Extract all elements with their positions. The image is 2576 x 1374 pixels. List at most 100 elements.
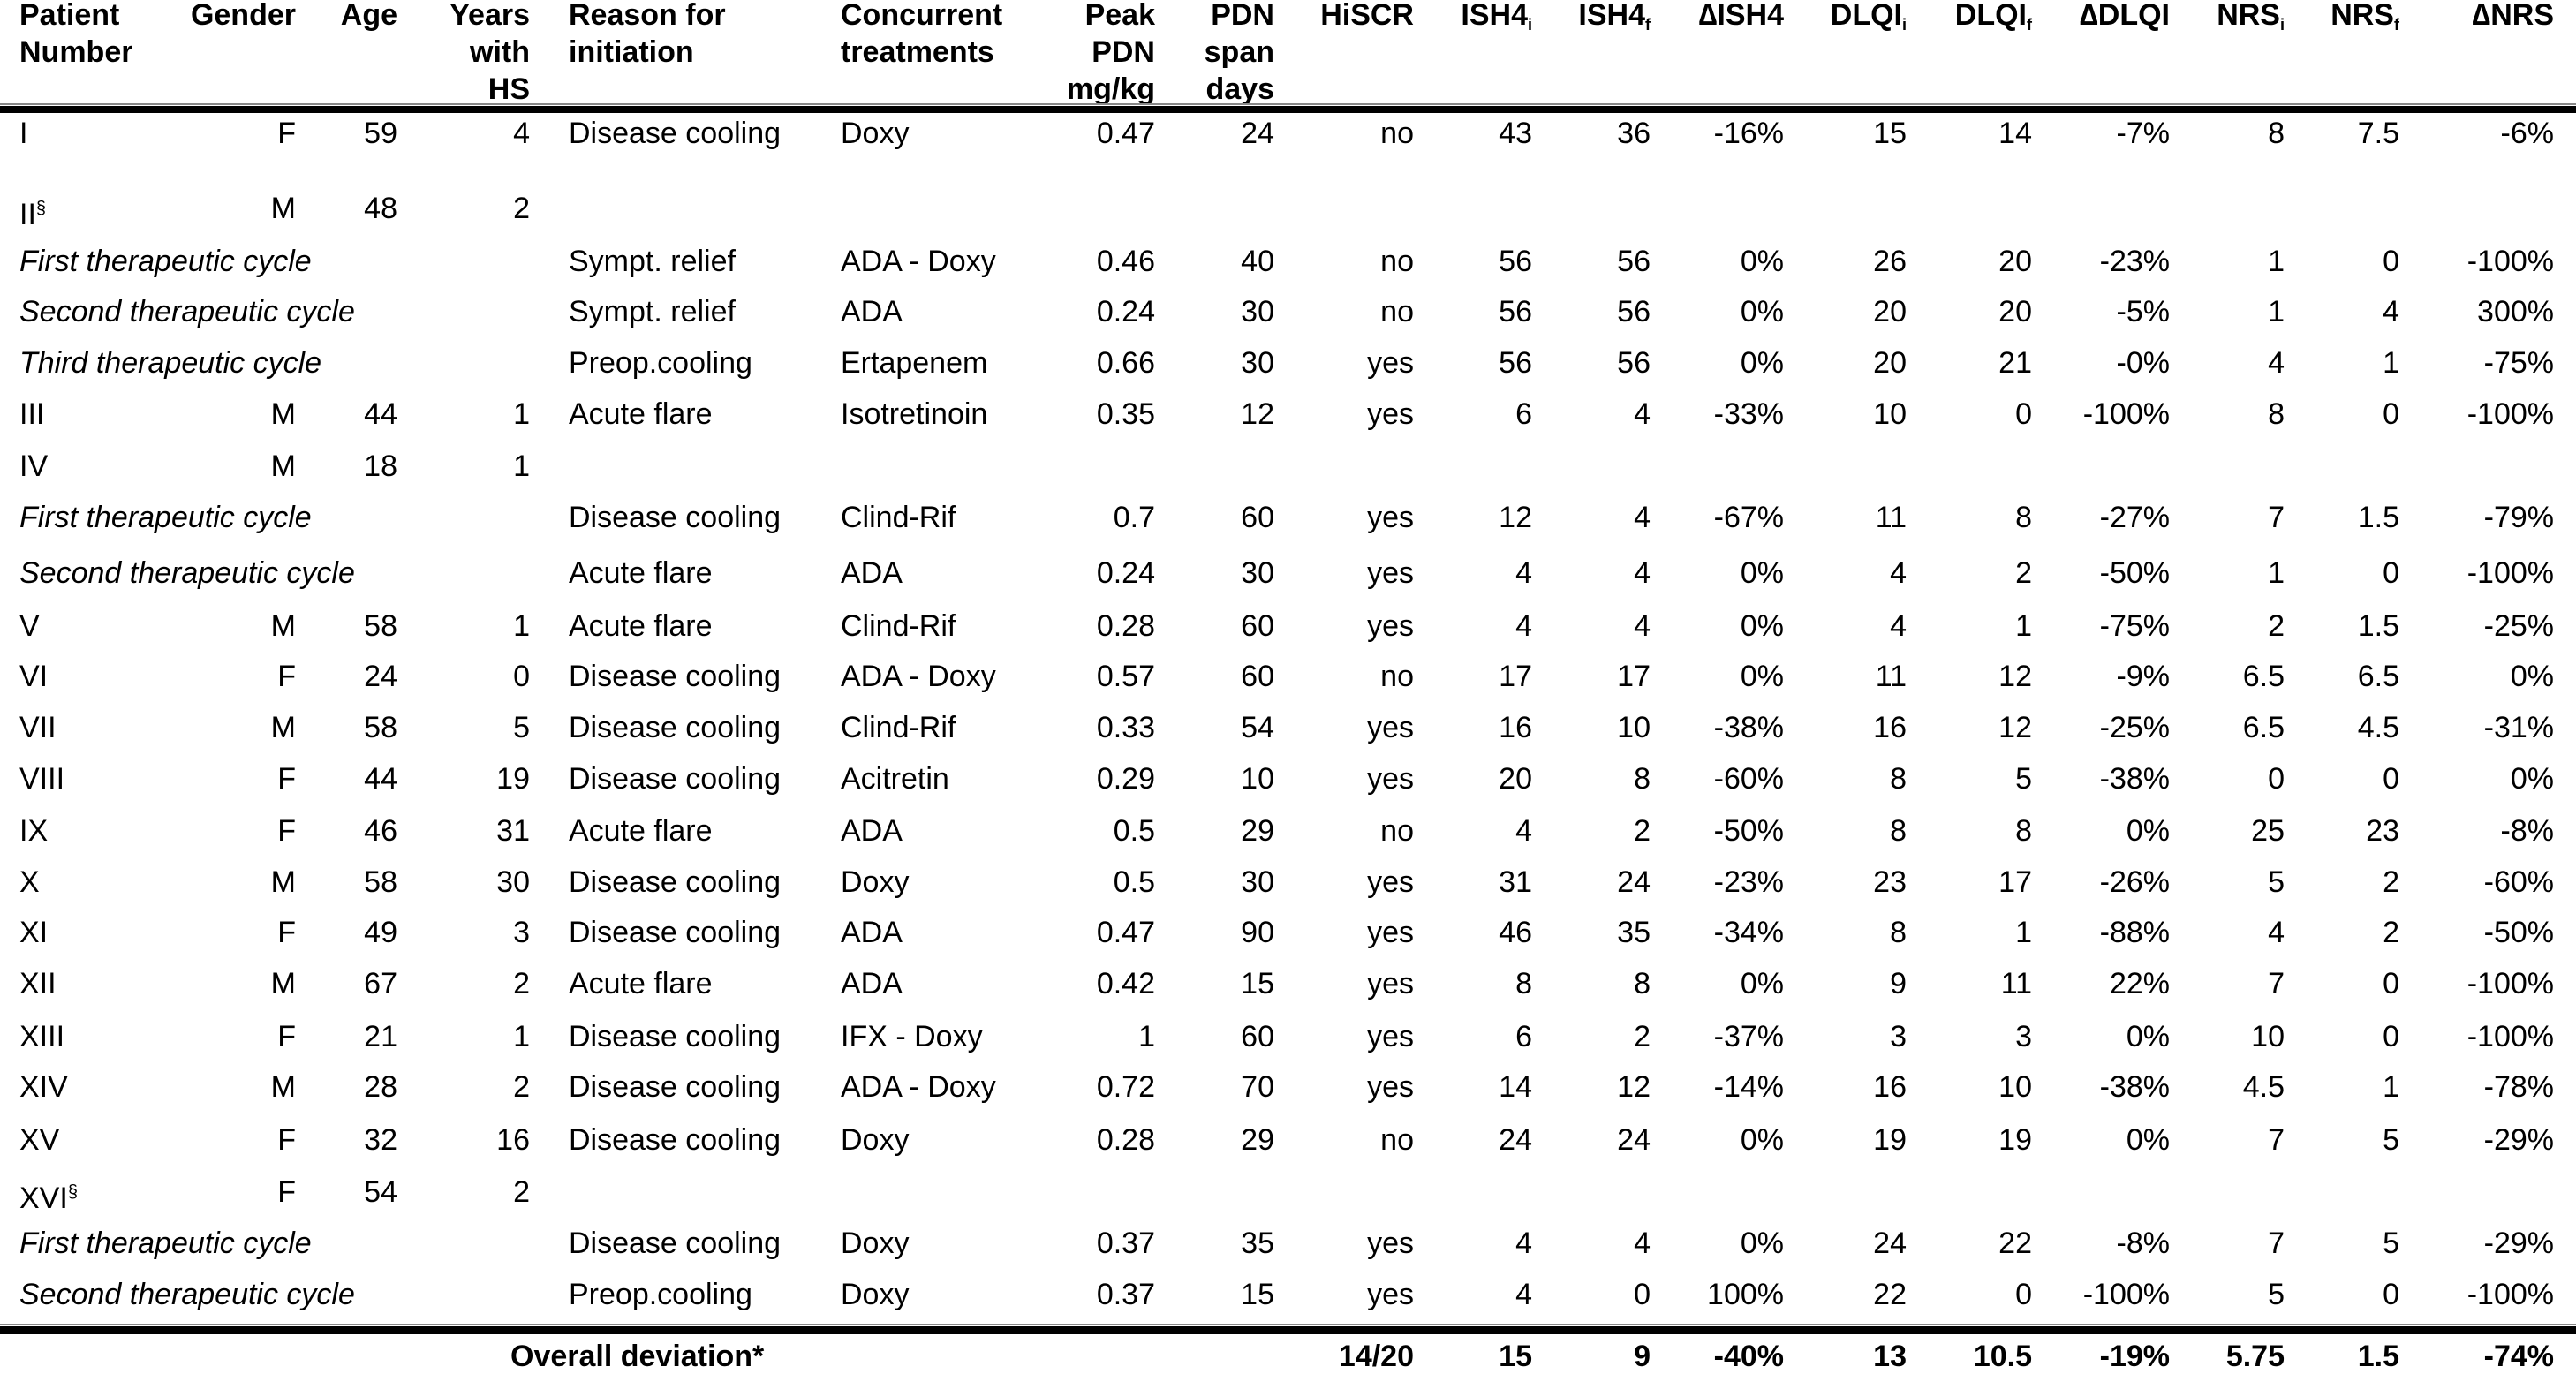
cell-text: yes <box>1367 346 1414 380</box>
nrs-final-cell: 0 <box>2383 555 2399 591</box>
hiscr-cell: no <box>1380 244 1414 279</box>
nrs-final-cell: 4 <box>2383 294 2399 329</box>
cell-text: 100% <box>1707 1278 1784 1311</box>
nrs-final-cell: 5 <box>2383 1122 2399 1158</box>
peak-pdn-cell: 0.57 <box>1097 659 1155 694</box>
cell-text: 0 <box>2015 397 2032 431</box>
age-cell: 67 <box>364 966 397 1001</box>
age-cell: 58 <box>364 710 397 745</box>
dlqi-final-cell: 10 <box>1998 1069 2032 1105</box>
patient-number-cell: Second therapeutic cycle <box>19 294 355 329</box>
header-subscript: f <box>2394 16 2399 34</box>
reason-cell: Disease cooling <box>569 1069 781 1105</box>
nrs-final-cell: 0 <box>2383 761 2399 796</box>
delta-nrs-cell: -29% <box>2484 1122 2554 1158</box>
cell-text: 22 <box>1998 1227 2032 1260</box>
cell-text: 6 <box>1515 397 1532 431</box>
ish4-initial-cell: 4 <box>1515 813 1532 849</box>
pdn-span-cell: 30 <box>1241 345 1274 381</box>
years-with-hs-cell: 2 <box>513 1069 530 1105</box>
patient-number-cell: VIII <box>19 761 64 796</box>
cell-text: 0.7 <box>1113 501 1155 534</box>
ish4-final-cell: 0 <box>1634 1277 1651 1312</box>
cell-text: yes <box>1367 556 1414 590</box>
cell-text: 56 <box>1617 245 1651 278</box>
cell-text: 0.5 <box>1113 814 1155 848</box>
reason-cell: Acute flare <box>569 555 713 591</box>
cell-text: Disease cooling <box>569 501 782 534</box>
age-cell: 21 <box>364 1019 397 1054</box>
summary-label: Overall deviation* <box>510 1340 765 1373</box>
delta-nrs-cell: 0% <box>2511 761 2554 796</box>
header-nrs-final: NRSf <box>2330 0 2399 43</box>
peak-pdn-cell: 0.37 <box>1097 1277 1155 1312</box>
cell-text: -100% <box>2466 967 2554 1000</box>
cell-text: 0% <box>1740 556 1784 590</box>
cell-text: 1.5 <box>2357 609 2399 643</box>
dlqi-final-cell: 0 <box>2015 396 2032 432</box>
cell-text: 4 <box>1515 1278 1532 1311</box>
patient-number-cell: First therapeutic cycle <box>19 500 312 535</box>
cell-text: 5 <box>513 711 530 744</box>
header-dlqi-initial: DLQIi <box>1831 0 1907 43</box>
pdn-span-cell: 10 <box>1241 761 1274 796</box>
cell-text: 16 <box>1873 711 1907 744</box>
cell-text: 8 <box>1890 916 1907 949</box>
header-label: Gender <box>190 0 296 32</box>
delta-ish4-cell: 0% <box>1741 1226 1784 1261</box>
summary-ish4-initial: 15 <box>1499 1340 1532 1373</box>
concurrent-treatments-cell: Acitretin <box>841 761 949 796</box>
header-gender: Gender <box>191 0 296 34</box>
dlqi-initial-cell: 26 <box>1873 244 1907 279</box>
age-cell: 18 <box>364 449 397 484</box>
patient-number-cell: VI <box>19 659 48 694</box>
pdn-span-cell: 60 <box>1241 659 1274 694</box>
pdn-span-cell: 35 <box>1241 1226 1274 1261</box>
cell-text: 4 <box>1515 609 1532 643</box>
header-concurrent-treatments: Concurrent treatments <box>841 0 1002 71</box>
cell-text: 8 <box>1515 967 1532 1000</box>
cell-text: -100% <box>2466 1020 2554 1053</box>
cell-text: 26 <box>1873 245 1907 278</box>
cell-text: Doxy <box>841 1227 910 1260</box>
cell-text: 14 <box>1499 1070 1532 1104</box>
dlqi-final-cell: 5 <box>2015 761 2032 796</box>
pdn-span-cell: 60 <box>1241 500 1274 535</box>
cell-text: 2 <box>513 192 530 225</box>
cell-text: 11 <box>2000 967 2032 1000</box>
cell-text: Sympt. relief <box>569 245 736 278</box>
cell-text: -100% <box>2082 1278 2170 1311</box>
cell-text: 7 <box>2268 1123 2285 1157</box>
cell-text: 0.28 <box>1096 1123 1155 1157</box>
delta-dlqi-cell: -50% <box>2100 555 2170 591</box>
nrs-initial-cell: 5 <box>2268 1277 2285 1312</box>
cell-text: 0 <box>2383 245 2399 278</box>
nrs-initial-cell: 0 <box>2268 761 2285 796</box>
cell-text: 11 <box>1875 660 1907 693</box>
delta-dlqi-cell: 0% <box>2127 813 2170 849</box>
cell-text: 24 <box>1873 1227 1907 1260</box>
cell-text: -50% <box>2483 916 2554 949</box>
cell-text: M <box>270 967 296 1000</box>
peak-pdn-cell: 0.35 <box>1097 396 1155 432</box>
cell-text: XII <box>19 967 57 1000</box>
cell-text: 21 <box>364 1020 397 1053</box>
header-dlqi-final: DLQIf <box>1955 0 2032 43</box>
cell-text: 0.72 <box>1096 1070 1155 1104</box>
ish4-final-cell: 35 <box>1617 915 1651 950</box>
delta-dlqi-cell: -0% <box>2117 345 2170 381</box>
cell-text: 1 <box>2383 346 2399 380</box>
cell-text: Doxy <box>841 117 910 150</box>
cell-text: Second therapeutic cycle <box>19 295 355 328</box>
cell-text: 0% <box>2510 762 2554 796</box>
nrs-initial-cell: 25 <box>2251 813 2285 849</box>
ish4-final-cell: 4 <box>1634 555 1651 591</box>
header-delta-ish4: ∆ISH4 <box>1699 0 1784 34</box>
header-label: DLQI <box>1830 0 1902 32</box>
cell-text: 1 <box>513 449 530 483</box>
cell-text: Clind-Rif <box>841 501 956 534</box>
cell-text: 4 <box>1515 556 1532 590</box>
ish4-final-cell: 17 <box>1617 659 1651 694</box>
cell-text: 10 <box>1617 711 1651 744</box>
gender-cell: F <box>277 1019 296 1054</box>
